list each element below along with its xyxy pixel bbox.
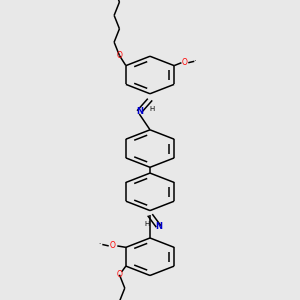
Text: O: O xyxy=(110,242,116,250)
Text: ·: · xyxy=(193,57,196,66)
Text: ·: · xyxy=(98,241,101,247)
Text: H: H xyxy=(149,106,155,112)
Text: N: N xyxy=(136,107,143,116)
Text: O: O xyxy=(116,51,122,60)
Text: H: H xyxy=(144,220,149,226)
Text: O: O xyxy=(116,270,122,279)
Text: O: O xyxy=(182,58,188,67)
Text: N: N xyxy=(155,222,162,231)
